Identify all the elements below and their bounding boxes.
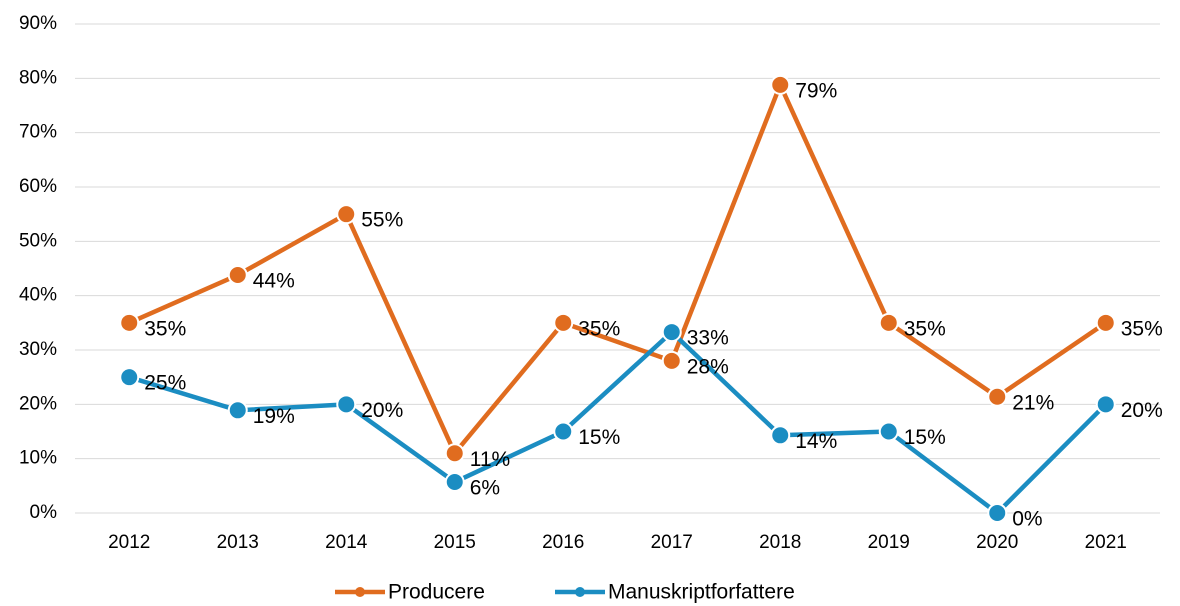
legend-marker	[575, 587, 585, 597]
series-line	[128, 82, 1108, 456]
x-tick-label: 2017	[651, 532, 693, 553]
data-point	[227, 265, 248, 286]
legend-marker	[355, 587, 365, 597]
data-point	[336, 394, 357, 415]
data-point	[770, 425, 791, 446]
data-point	[227, 400, 248, 421]
y-tick-label: 0%	[30, 502, 58, 523]
data-point	[444, 443, 465, 464]
data-label: 44%	[253, 270, 295, 293]
data-point	[661, 322, 682, 343]
data-point	[553, 421, 574, 442]
data-point	[878, 312, 899, 333]
data-point	[1095, 312, 1116, 333]
x-tick-label: 2018	[759, 532, 801, 553]
data-point	[444, 472, 465, 493]
data-point	[987, 503, 1008, 523]
data-label: 20%	[1121, 399, 1163, 422]
x-tick-label: 2019	[868, 532, 910, 553]
data-point	[878, 421, 899, 442]
data-label: 0%	[1012, 508, 1042, 531]
x-tick-label: 2014	[325, 532, 368, 553]
data-label: 11%	[470, 448, 510, 471]
legend-label: Manuskriptforfattere	[608, 581, 795, 604]
data-label: 15%	[904, 426, 946, 449]
y-tick-label: 20%	[19, 393, 57, 414]
x-tick-label: 2012	[108, 532, 150, 553]
data-label: 35%	[1121, 317, 1163, 340]
data-point	[119, 312, 140, 333]
y-tick-label: 10%	[19, 448, 57, 469]
y-tick-label: 90%	[19, 13, 57, 34]
y-tick-label: 30%	[19, 339, 57, 360]
x-tick-label: 2015	[434, 532, 476, 553]
y-tick-label: 60%	[19, 176, 57, 197]
series-line	[128, 329, 1108, 516]
y-tick-label: 80%	[19, 67, 57, 88]
x-tick-label: 2016	[542, 532, 584, 553]
data-label: 79%	[795, 79, 837, 102]
y-tick-label: 50%	[19, 230, 57, 251]
legend-label: Producere	[388, 581, 485, 604]
data-label: 19%	[253, 405, 295, 428]
data-point	[336, 204, 357, 225]
x-tick-label: 2021	[1085, 532, 1127, 553]
data-label: 35%	[144, 317, 186, 340]
data-label: 21%	[1012, 391, 1054, 414]
data-point	[1095, 394, 1116, 415]
y-tick-label: 40%	[19, 285, 57, 306]
data-label: 33%	[687, 327, 729, 350]
data-label: 25%	[144, 372, 186, 395]
data-label: 35%	[904, 317, 946, 340]
x-tick-label: 2020	[976, 532, 1018, 553]
data-point	[661, 350, 682, 371]
data-point	[553, 312, 574, 333]
data-label: 6%	[470, 477, 500, 500]
x-tick-label: 2013	[217, 532, 259, 553]
data-label: 55%	[361, 209, 403, 232]
data-point	[770, 74, 791, 95]
data-point	[119, 367, 140, 388]
data-label: 35%	[578, 317, 620, 340]
data-label: 28%	[687, 355, 729, 378]
data-label: 14%	[795, 430, 837, 453]
data-label: 15%	[578, 426, 620, 449]
y-tick-label: 70%	[19, 122, 57, 143]
data-point	[987, 386, 1008, 407]
data-label: 20%	[361, 399, 403, 422]
